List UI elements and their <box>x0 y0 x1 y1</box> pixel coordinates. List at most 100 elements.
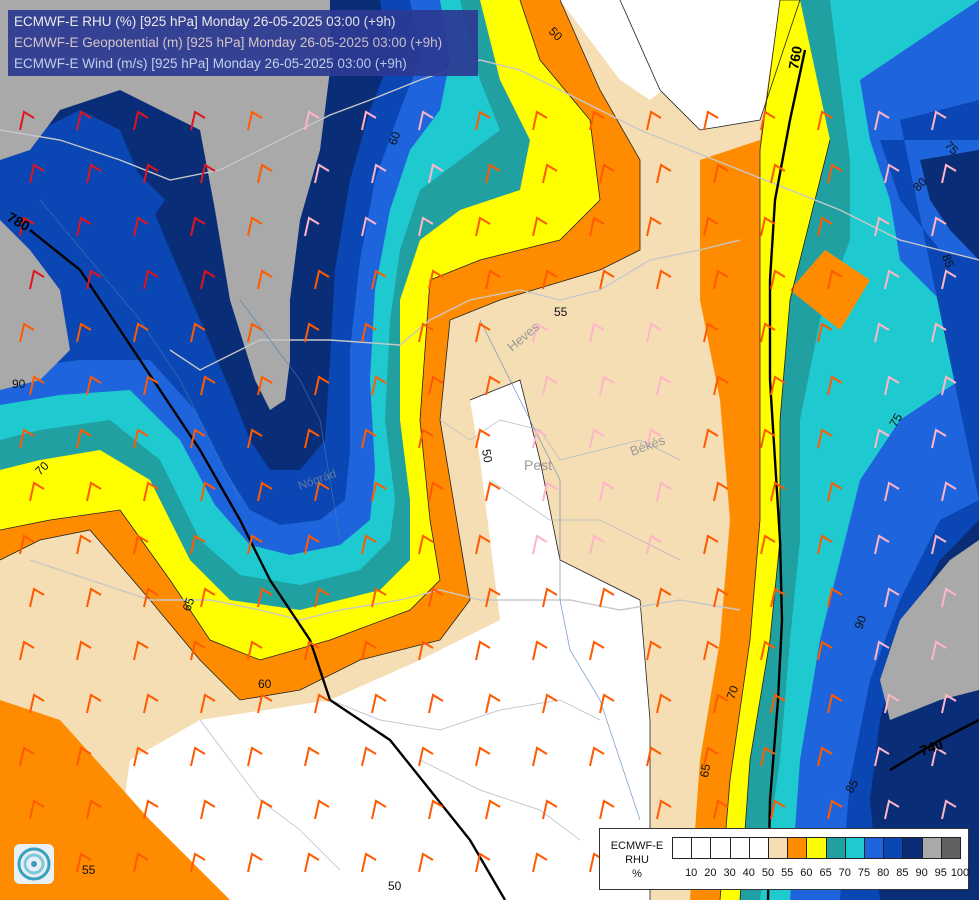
wind-barb <box>931 428 947 449</box>
wind-barb <box>542 693 558 714</box>
wind-barb <box>941 375 957 396</box>
wind-barb <box>770 269 786 290</box>
wind-barb <box>29 375 45 396</box>
wind-barb <box>200 799 216 820</box>
wind-barb <box>371 799 387 820</box>
wind-barb <box>874 216 890 237</box>
wind-barb <box>200 693 216 714</box>
map-header: ECMWF-E RHU (%) [925 hPa] Monday 26-05-2… <box>8 10 478 76</box>
wind-barb <box>190 534 206 555</box>
wind-barb <box>532 110 548 131</box>
wind-barb <box>703 534 719 555</box>
wind-barb <box>190 640 206 661</box>
wind-barb <box>532 216 548 237</box>
wind-barb <box>428 269 444 290</box>
legend-tick: 60 <box>800 867 813 879</box>
legend-swatch <box>748 837 769 859</box>
wind-barb <box>760 216 776 237</box>
wind-barb <box>599 269 615 290</box>
wind-barb <box>200 587 216 608</box>
wind-barb <box>428 481 444 502</box>
wind-barb <box>304 216 320 237</box>
wind-barb <box>884 587 900 608</box>
wind-barb <box>703 746 719 767</box>
wind-barb <box>817 428 833 449</box>
wind-barb <box>941 269 957 290</box>
contour-label-50-mid: 50 <box>479 448 495 464</box>
band-60-bl <box>0 700 230 900</box>
legend-tick: 95 <box>934 867 947 879</box>
wind-barb <box>314 269 330 290</box>
geo-label-740: 740 <box>918 736 946 759</box>
wind-barb <box>542 587 558 608</box>
wind-barb <box>703 640 719 661</box>
rhu-legend: ECMWF-E RHU % 10 20 30 40 50 55 60 65 70 75 80 85 90… <box>599 828 969 890</box>
wind-barb <box>86 799 102 820</box>
legend-swatch <box>844 837 865 859</box>
wind-barb <box>475 746 491 767</box>
legend-tick: 90 <box>915 867 928 879</box>
wind-barb <box>931 216 947 237</box>
wind-barb <box>304 852 320 873</box>
wind-barb <box>532 746 548 767</box>
wind-barb <box>475 534 491 555</box>
wind-barb <box>133 534 149 555</box>
wind-barb <box>133 110 149 131</box>
contour-label-85-r1: 85 <box>939 252 957 270</box>
wind-barb <box>589 746 605 767</box>
wind-barb <box>770 799 786 820</box>
wind-barb <box>941 799 957 820</box>
wind-barb <box>418 534 434 555</box>
wind-barb <box>19 216 35 237</box>
wind-barb <box>589 534 605 555</box>
wind-barb <box>190 852 206 873</box>
wind-barb <box>599 587 615 608</box>
wind-barb <box>532 428 548 449</box>
wind-barb <box>76 322 92 343</box>
wind-barb <box>485 693 501 714</box>
wind-barb <box>817 216 833 237</box>
wind-barb <box>76 216 92 237</box>
wind-barb <box>257 481 273 502</box>
wind-barb <box>532 852 548 873</box>
wind-barb <box>827 693 843 714</box>
geo-740-line <box>889 718 979 772</box>
wind-barb <box>29 269 45 290</box>
geo-760-line <box>766 49 807 900</box>
wind-barb <box>200 269 216 290</box>
wind-barb <box>589 322 605 343</box>
wind-barb <box>589 110 605 131</box>
wind-barb <box>143 587 159 608</box>
wind-barb <box>257 163 273 184</box>
legend-tick: 65 <box>819 867 832 879</box>
wind-barb <box>86 375 102 396</box>
wind-barb <box>941 587 957 608</box>
wind-barb <box>713 693 729 714</box>
wind-barb <box>86 269 102 290</box>
wind-barb <box>19 640 35 661</box>
wind-barb <box>86 163 102 184</box>
wind-barb <box>884 693 900 714</box>
legend-swatch <box>940 837 961 859</box>
wind-barb <box>485 375 501 396</box>
wind-barb <box>428 587 444 608</box>
legend-swatch <box>710 837 731 859</box>
header-rhu: ECMWF-E RHU (%) [925 hPa] Monday 26-05-2… <box>14 14 396 29</box>
wind-barb <box>29 163 45 184</box>
wind-barb <box>760 640 776 661</box>
legend-tick: 55 <box>781 867 794 879</box>
wind-barb <box>827 375 843 396</box>
wind-barb <box>941 481 957 502</box>
wind-barb <box>646 216 662 237</box>
wind-barb <box>532 322 548 343</box>
wind-barb <box>418 746 434 767</box>
legend-tick: 30 <box>723 867 736 879</box>
wind-barb <box>190 428 206 449</box>
wind-barb <box>646 322 662 343</box>
wind-barb <box>428 693 444 714</box>
geo-780-line <box>29 229 507 900</box>
country-borders <box>0 59 979 621</box>
wind-barb <box>314 481 330 502</box>
legend-title-unit: % <box>632 868 642 880</box>
